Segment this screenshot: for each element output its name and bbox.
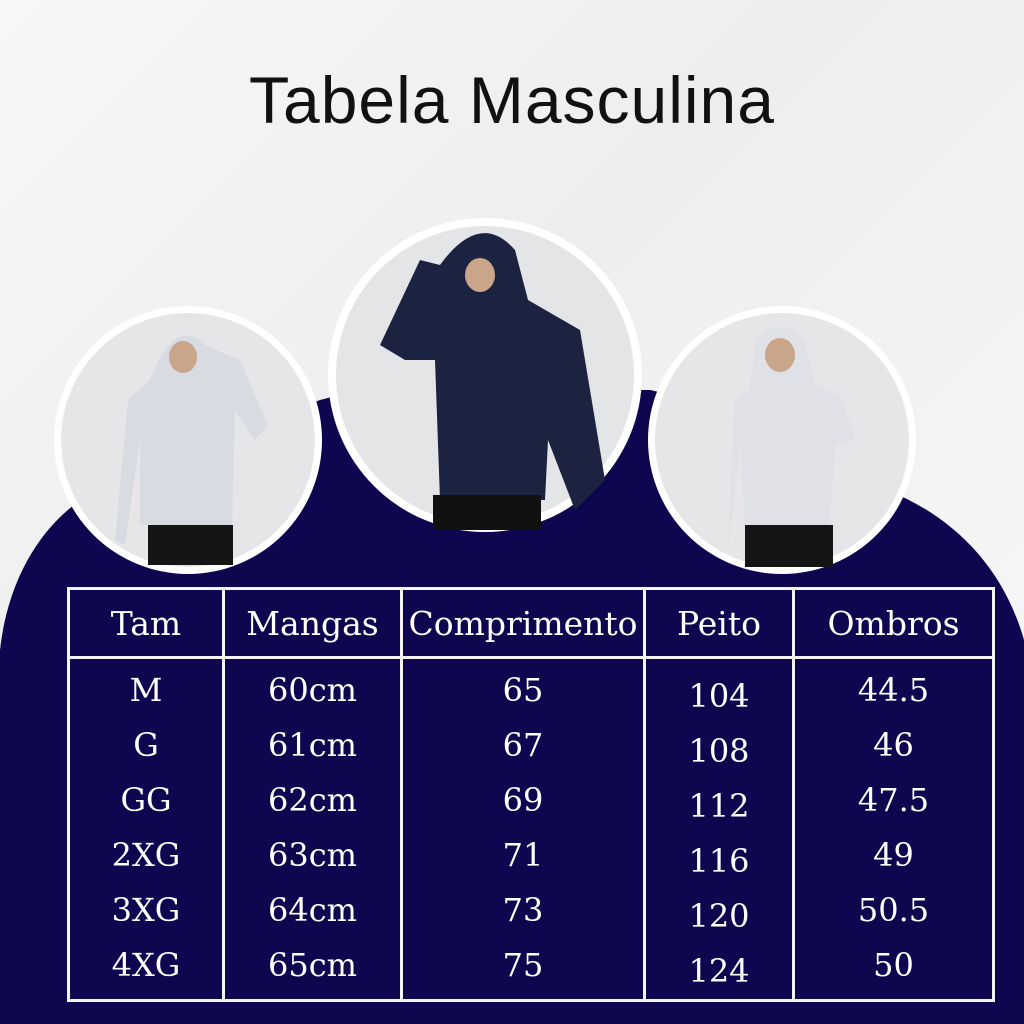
column-peito: 104 108 112 116 120 124	[643, 656, 795, 1002]
cell: 60cm	[268, 671, 357, 709]
table-header-row: Tam Mangas Comprimento Peito Ombros	[67, 587, 995, 659]
photo-left	[54, 306, 322, 574]
cell: M	[129, 671, 163, 709]
cell: 44.5	[857, 671, 930, 709]
column-tam: M G GG 2XG 3XG 4XG	[67, 656, 225, 1002]
cell: 69	[502, 781, 544, 819]
page-title: Tabela Masculina	[249, 63, 775, 137]
header-comprimento: Comprimento	[400, 587, 646, 659]
cell: 50.5	[857, 891, 930, 929]
cell: 50	[873, 946, 914, 984]
header-tam: Tam	[67, 587, 225, 659]
cell: 46	[873, 726, 914, 764]
cell: 73	[502, 891, 544, 929]
header-peito: Peito	[643, 587, 795, 659]
cell: 62cm	[268, 781, 357, 819]
cell: 3XG	[111, 891, 181, 929]
cell: 49	[873, 836, 914, 874]
cell: 108	[688, 732, 750, 770]
column-ombros: 44.5 46 47.5 49 50.5 50	[792, 656, 995, 1002]
cell: 65	[502, 671, 544, 709]
cell: 71	[502, 836, 544, 874]
column-mangas: 60cm 61cm 62cm 63cm 64cm 65cm	[222, 656, 403, 1002]
cell: GG	[120, 781, 172, 819]
photo-right	[648, 306, 916, 574]
cell: 4XG	[111, 946, 181, 984]
cell: 65cm	[268, 946, 357, 984]
column-comprimento: 65 67 69 71 73 75	[400, 656, 646, 1002]
cell: 64cm	[268, 891, 357, 929]
cell: 63cm	[268, 836, 357, 874]
cell: 75	[502, 946, 544, 984]
header-ombros: Ombros	[792, 587, 995, 659]
table-body-row: M G GG 2XG 3XG 4XG 60cm 61cm 62cm 63cm 64cm 65cm 6…	[67, 656, 995, 1002]
cell: 47.5	[857, 781, 930, 819]
cell: 2XG	[111, 836, 181, 874]
size-table: Tam Mangas Comprimento Peito Ombros M G GG…	[67, 587, 995, 1002]
cell: 124	[688, 952, 750, 990]
cell: 61cm	[268, 726, 357, 764]
header-mangas: Mangas	[222, 587, 403, 659]
cell: G	[133, 726, 159, 764]
cell: 120	[688, 897, 750, 935]
cell: 67	[502, 726, 544, 764]
cell: 112	[688, 787, 750, 825]
cell: 116	[688, 842, 750, 880]
cell: 104	[688, 677, 750, 715]
photo-middle	[328, 218, 642, 532]
